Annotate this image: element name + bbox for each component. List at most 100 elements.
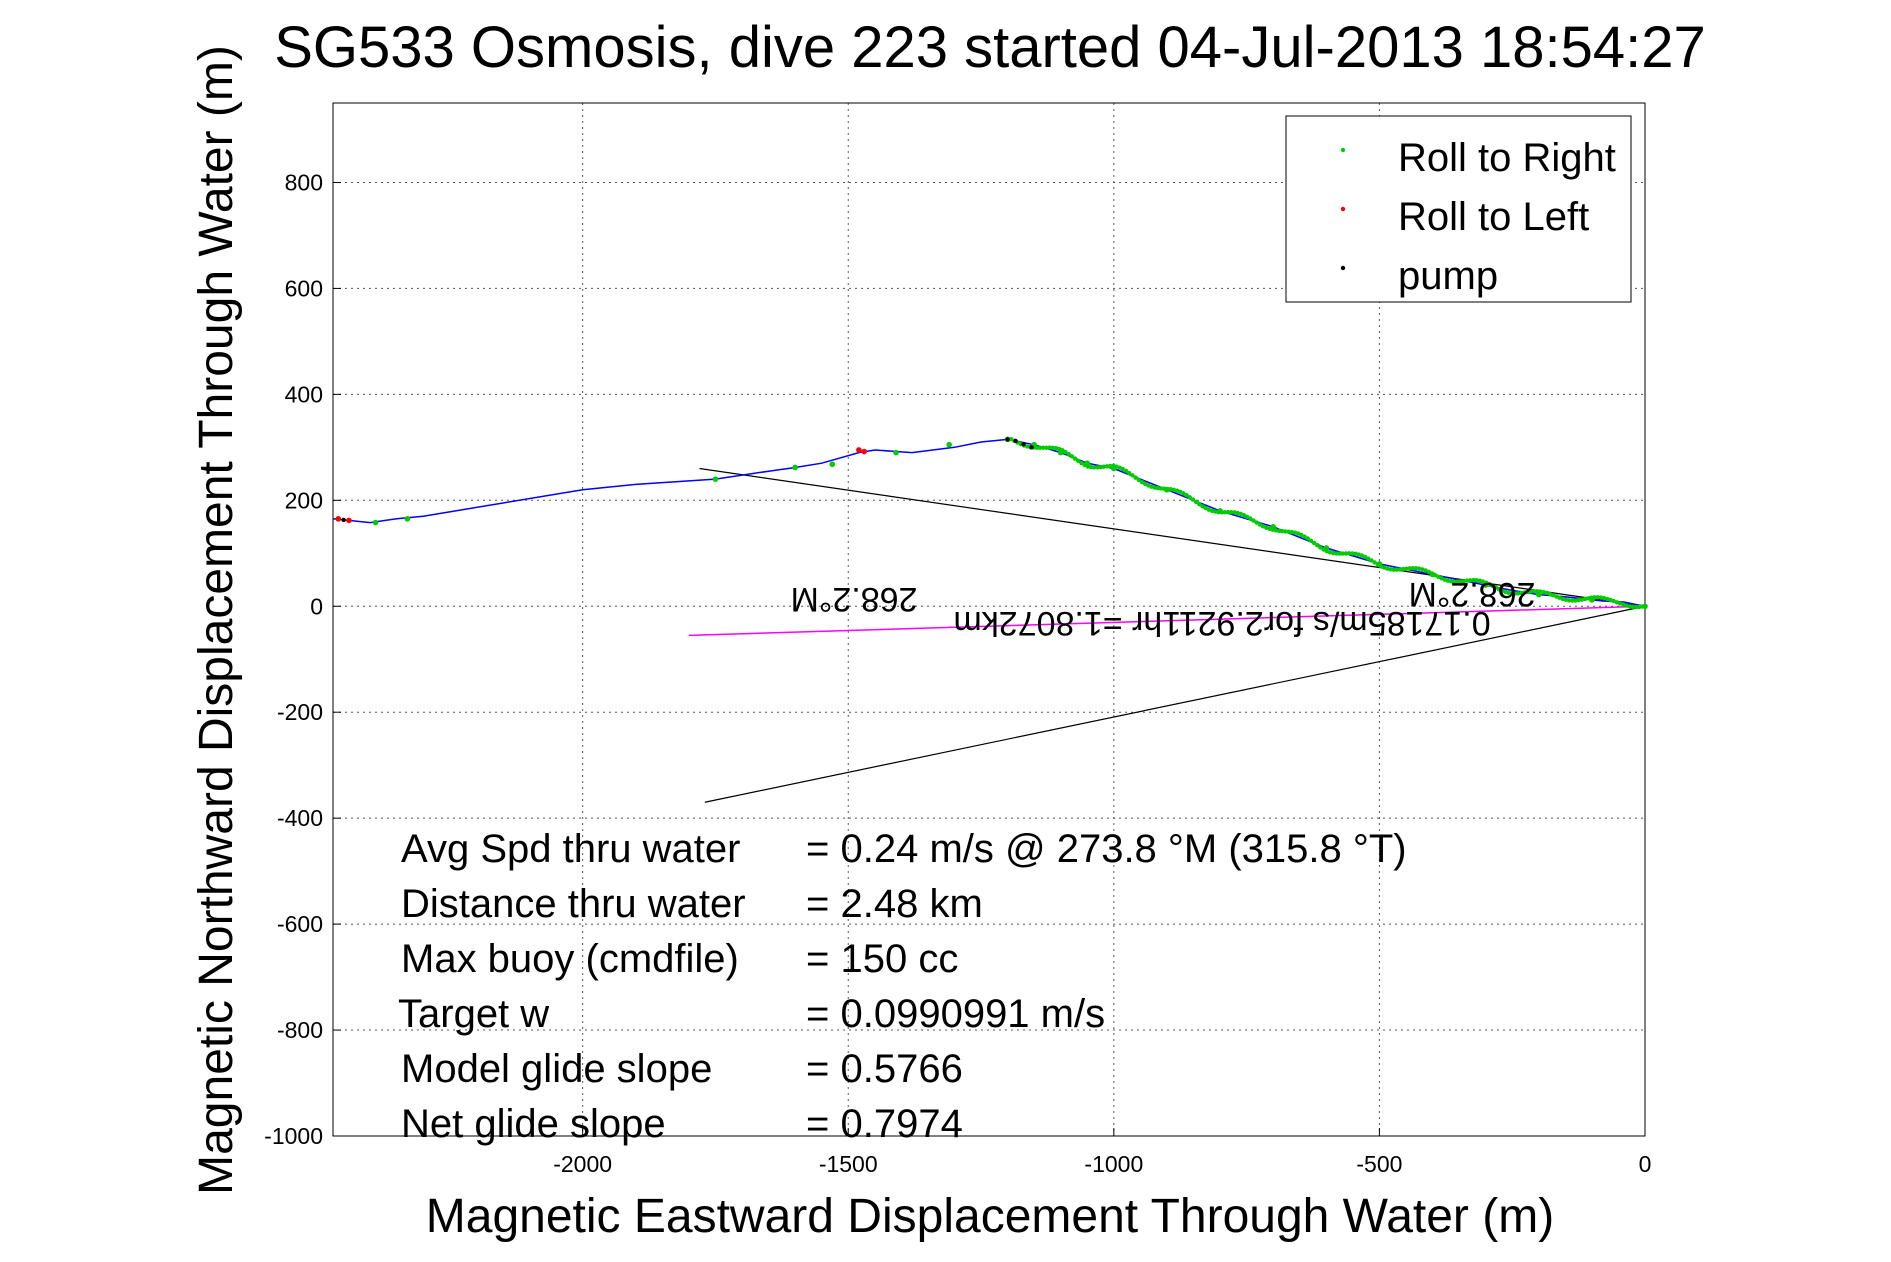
current-line <box>688 605 1646 637</box>
legend-marker-roll-right <box>1340 147 1346 153</box>
roll-right-point <box>1168 487 1173 492</box>
roll-right-point <box>1286 529 1291 534</box>
roll-right-point <box>1184 493 1189 498</box>
roll-right-point <box>792 464 798 471</box>
y-tick-label: 600 <box>285 275 323 301</box>
current-annotation: 0.17185m/s for2.9211hr =1.8072km <box>953 604 1490 642</box>
roll-right-point <box>1573 598 1578 603</box>
roll-right-point <box>1534 589 1540 594</box>
roll-right-point <box>1452 579 1457 584</box>
x-tick-label: 0 <box>1639 1151 1652 1177</box>
roll-right-point <box>1407 566 1412 571</box>
roll-right-point <box>1127 470 1132 476</box>
stat-label: Target w <box>398 992 549 1036</box>
roll-right-point <box>1474 578 1479 583</box>
roll-right-point <box>1107 463 1113 469</box>
roll-right-point <box>1133 475 1138 480</box>
roll-right-point <box>1037 445 1043 451</box>
roll-right-point <box>1401 566 1406 572</box>
stat-label: Avg Spd thru water <box>401 827 740 871</box>
roll-right-point <box>1346 551 1352 556</box>
legend: Roll to Right Roll to Left pump <box>1285 115 1632 303</box>
pump-point <box>341 517 346 523</box>
y-tick-label: -800 <box>277 1017 323 1043</box>
roll-right-point <box>1139 479 1145 485</box>
roll-right-point <box>1372 560 1377 565</box>
heading-annotation-far: 268.2°M <box>790 580 917 618</box>
heading-annotation-near: 268.2°M <box>1408 575 1535 613</box>
roll-right-point <box>404 516 411 522</box>
roll-right-point <box>1248 516 1253 521</box>
stat-label: Max buoy (cmdfile) <box>401 937 739 981</box>
stat-value: = 0.0990991 m/s <box>806 992 1105 1036</box>
roll-left-point <box>861 448 867 455</box>
roll-right-point <box>1050 445 1055 450</box>
roll-left-point <box>335 516 342 522</box>
roll-right-point <box>893 449 899 456</box>
stat-value: = 2.48 km <box>806 882 983 926</box>
y-tick-label: -400 <box>277 805 323 831</box>
roll-right-point <box>1461 578 1467 584</box>
roll-right-point <box>1305 536 1310 541</box>
roll-right-point <box>1394 567 1400 572</box>
roll-right-point <box>1391 567 1396 572</box>
y-tick-label: -200 <box>277 699 323 725</box>
roll-right-point <box>1340 551 1345 556</box>
roll-right-point <box>1130 473 1135 478</box>
pump-point <box>1029 445 1034 450</box>
stat-label: Model glide slope <box>401 1047 712 1091</box>
roll-right-point <box>1410 565 1416 571</box>
roll-right-point <box>1515 591 1521 596</box>
roll-right-point <box>1079 460 1084 466</box>
legend-label-roll-left: Roll to Left <box>1398 195 1589 239</box>
y-tick-label: 0 <box>310 593 323 619</box>
roll-right-point <box>1640 604 1645 609</box>
chart-title: SG533 Osmosis, dive 223 started 04-Jul-2… <box>274 15 1706 80</box>
pump-point <box>1005 437 1010 442</box>
x-tick-label: -500 <box>1356 1151 1402 1177</box>
roll-right-point <box>1111 463 1116 469</box>
stat-value: = 0.24 m/s @ 273.8 °M (315.8 °T) <box>806 827 1407 871</box>
roll-right-point <box>1222 510 1228 515</box>
roll-right-point <box>1570 598 1575 603</box>
stat-value: = 150 cc <box>806 937 958 981</box>
x-axis-label: Magnetic Eastward Displacement Through W… <box>426 1190 1554 1243</box>
roll-right-point <box>1280 528 1285 534</box>
roll-right-point <box>1229 509 1234 515</box>
roll-right-point <box>1095 465 1100 470</box>
roll-right-point <box>1091 465 1097 470</box>
roll-right-point <box>1190 497 1196 502</box>
roll-right-point <box>1123 468 1129 474</box>
roll-right-point <box>1142 481 1148 487</box>
roll-right-point <box>1040 445 1046 450</box>
roll-left-point <box>856 447 862 453</box>
x-tick-label: -1500 <box>819 1151 878 1177</box>
x-tick-label: -1000 <box>1084 1151 1143 1177</box>
y-tick-label: 200 <box>285 487 323 513</box>
roll-right-point <box>1315 543 1320 548</box>
roll-right-point <box>1633 604 1639 610</box>
roll-right-point <box>1066 451 1071 457</box>
stats-block: Avg Spd thru water = 0.24 m/s @ 273.8 °M… <box>398 827 1407 1146</box>
legend-label-roll-right: Roll to Right <box>1398 136 1616 180</box>
roll-right-point <box>1592 595 1597 600</box>
roll-right-point <box>1069 454 1075 459</box>
roll-right-point <box>1076 458 1081 464</box>
roll-right-point <box>1531 589 1537 594</box>
roll-right-point <box>1308 538 1314 543</box>
roll-right-point <box>1455 579 1460 584</box>
y-axis-label: Magnetic Northward Displacement Through … <box>190 45 243 1195</box>
roll-right-point <box>1311 540 1317 546</box>
roll-right-point <box>1343 551 1349 556</box>
pump-point <box>1021 441 1026 447</box>
roll-right-point <box>1413 566 1419 571</box>
stat-label: Distance thru water <box>401 882 746 926</box>
roll-right-point <box>1350 551 1355 556</box>
roll-right-point <box>1318 545 1323 550</box>
x-tick-label: -2000 <box>553 1151 612 1177</box>
roll-right-point <box>1136 477 1141 483</box>
roll-right-point <box>1251 518 1256 523</box>
legend-marker-roll-left <box>1340 206 1346 212</box>
roll-right-point <box>1203 505 1208 511</box>
roll-right-point <box>1082 462 1087 468</box>
